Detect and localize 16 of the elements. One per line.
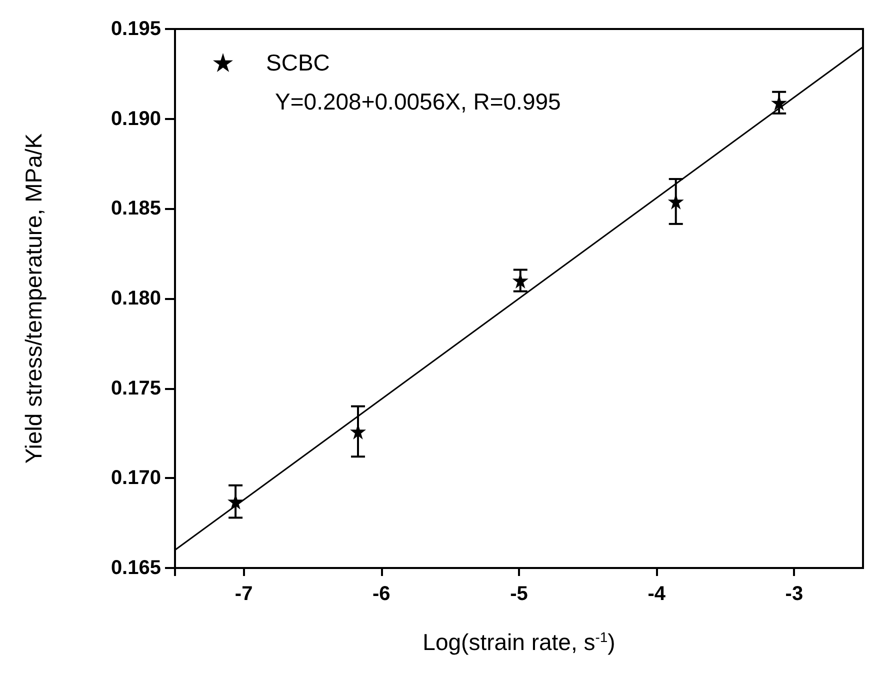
x-tick-label: -3 xyxy=(785,583,804,605)
annotation: Y=0.208+0.0056X, R=0.995 xyxy=(275,88,561,114)
x-tick-label: -7 xyxy=(234,583,253,605)
y-tick-label: 0.175 xyxy=(110,377,161,400)
y-tick-label: 0.165 xyxy=(110,557,161,579)
x-tick-label: -6 xyxy=(372,583,390,605)
x-tick-label: -5 xyxy=(510,583,528,605)
y-tick-label: 0.185 xyxy=(110,198,161,220)
y-tick-label: 0.195 xyxy=(110,18,161,40)
point xyxy=(228,494,244,510)
y-axis-title: Yield stress/temperature, MPa/K xyxy=(20,132,46,464)
x-tick-label: -4 xyxy=(648,583,666,605)
y-tick-label: 0.170 xyxy=(110,467,161,490)
legend-label: SCBC xyxy=(266,50,330,76)
y-tick-label: 0.190 xyxy=(110,108,161,130)
y-tick-label: 0.180 xyxy=(110,288,161,310)
